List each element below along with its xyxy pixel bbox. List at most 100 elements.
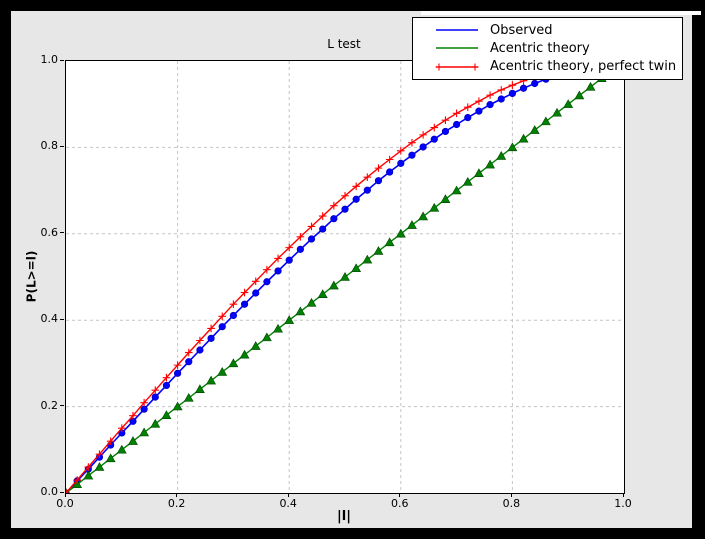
plus-marker xyxy=(341,191,349,200)
circle-marker xyxy=(274,267,282,275)
plus-marker xyxy=(196,336,204,345)
triangle-marker xyxy=(496,151,507,160)
triangle-marker xyxy=(116,444,127,454)
window-edge-sliver xyxy=(421,11,701,15)
plus-marker xyxy=(441,116,450,124)
circle-marker xyxy=(464,113,472,122)
triangle-marker xyxy=(150,418,161,428)
plus-marker xyxy=(452,109,461,118)
circle-marker xyxy=(207,334,215,342)
y-tick-label: 0.6 xyxy=(40,225,59,239)
y-tick-label: 0.8 xyxy=(40,139,59,153)
plus-marker xyxy=(463,103,472,112)
legend-label: Acentric theory xyxy=(490,40,590,56)
plus-marker xyxy=(129,411,137,420)
triangle-marker xyxy=(529,125,540,134)
y-tick-label: 1.0 xyxy=(40,53,59,66)
triangle-marker xyxy=(485,159,495,169)
circle-marker xyxy=(263,278,271,286)
plus-marker xyxy=(508,81,517,89)
plus-marker xyxy=(330,201,338,210)
x-tick-mark xyxy=(510,493,512,497)
circle-marker xyxy=(140,405,148,413)
circle-marker xyxy=(185,358,193,366)
triangle-marker xyxy=(563,99,574,108)
circle-marker xyxy=(419,143,427,151)
x-tick-label: 0.8 xyxy=(502,497,521,510)
plus-marker xyxy=(184,348,193,357)
triangle-marker xyxy=(340,271,350,281)
circle-marker xyxy=(285,256,293,264)
triangle-marker xyxy=(384,237,395,247)
circle-marker xyxy=(363,186,371,194)
plus-marker xyxy=(318,212,327,220)
triangle-marker xyxy=(172,401,183,411)
legend-line-sample xyxy=(436,47,478,50)
triangle-marker xyxy=(462,176,473,186)
circle-marker xyxy=(330,215,338,223)
plus-marker xyxy=(475,97,483,105)
circle-marker xyxy=(408,151,416,159)
triangle-marker xyxy=(284,315,295,324)
plus-marker xyxy=(408,138,416,147)
x-tick-mark xyxy=(176,493,178,497)
triangle-marker xyxy=(228,358,239,368)
circle-marker xyxy=(196,346,204,354)
circle-marker xyxy=(497,95,505,103)
triangle-marker xyxy=(273,323,283,333)
plus-marker xyxy=(162,373,171,382)
y-tick-mark xyxy=(60,318,64,320)
legend-box: Observed Acentric theory Acentric theory, … xyxy=(412,17,683,80)
plus-marker xyxy=(251,277,260,286)
x-tick-mark xyxy=(287,493,289,497)
y-tick-label: 0.0 xyxy=(40,485,59,498)
circle-marker xyxy=(296,245,304,253)
circle-marker xyxy=(352,195,360,203)
triangle-marker xyxy=(429,202,440,212)
triangle-marker xyxy=(161,410,172,419)
circle-marker xyxy=(453,120,461,129)
circle-marker xyxy=(151,393,159,401)
x-tick-label: 0.2 xyxy=(167,497,186,510)
x-tick-label: 0.4 xyxy=(279,497,297,510)
circle-marker xyxy=(508,89,517,98)
triangle-marker xyxy=(261,332,272,342)
y-tick-mark xyxy=(60,145,64,147)
circle-marker xyxy=(319,225,327,233)
triangle-marker xyxy=(440,194,451,203)
x-tick-mark xyxy=(399,493,401,497)
x-tick-mark xyxy=(622,493,624,497)
triangle-marker xyxy=(94,462,105,471)
plus-marker xyxy=(296,233,305,241)
triangle-marker xyxy=(418,211,429,221)
plus-marker xyxy=(497,86,506,94)
triangle-marker xyxy=(585,81,596,91)
x-tick-label: 1.0 xyxy=(614,497,632,510)
plus-marker xyxy=(240,288,249,297)
legend-item: Observed xyxy=(413,21,682,39)
triangle-marker xyxy=(328,280,339,290)
circle-marker xyxy=(307,235,316,243)
plus-marker xyxy=(140,398,148,407)
triangle-marker xyxy=(552,107,562,117)
y-tick-mark xyxy=(60,232,64,234)
circle-marker xyxy=(430,135,438,143)
triangle-marker xyxy=(518,133,529,143)
triangle-marker xyxy=(183,392,194,402)
plus-marker xyxy=(486,91,494,99)
plus-marker xyxy=(374,164,383,172)
triangle-marker xyxy=(373,246,384,255)
triangle-marker xyxy=(507,142,518,152)
triangle-marker xyxy=(105,453,116,463)
plus-marker xyxy=(173,361,182,369)
x-tick-mark xyxy=(64,493,66,497)
circle-marker xyxy=(486,101,494,109)
circle-marker xyxy=(374,177,383,185)
plus-marker xyxy=(229,300,238,309)
triangle-marker xyxy=(250,341,261,350)
circle-marker xyxy=(441,127,450,136)
plus-marker xyxy=(73,476,81,484)
triangle-marker xyxy=(317,289,328,298)
chart-title: L test xyxy=(327,37,361,51)
